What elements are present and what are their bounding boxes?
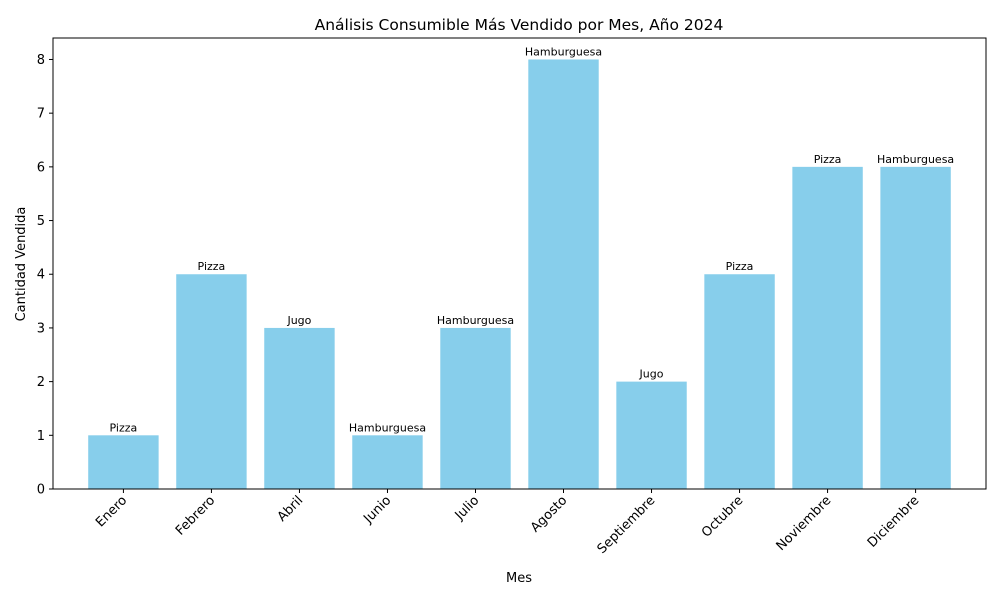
bar-data-label: Hamburguesa (877, 153, 954, 166)
x-tick-label: Septiembre (595, 493, 659, 557)
y-tick-label: 3 (37, 321, 45, 336)
bar (352, 435, 423, 489)
bar-data-label: Hamburguesa (349, 421, 426, 434)
y-tick-label: 2 (37, 375, 45, 390)
x-tick-label: Agosto (528, 493, 570, 535)
y-tick-label: 6 (37, 160, 45, 175)
y-tick-label: 1 (37, 429, 45, 444)
x-tick-label: Febrero (173, 493, 218, 538)
plot-area: Pizza Pizza Jugo Hamburguesa Hamburguesa Hamb… (37, 37, 987, 557)
bar-data-label: Hamburguesa (437, 314, 514, 327)
bar-data-label: Jugo (286, 314, 311, 327)
x-tick-label: Abril (275, 493, 307, 525)
bar (88, 435, 159, 489)
bar (792, 166, 863, 489)
bar (528, 59, 599, 489)
bar (264, 327, 335, 489)
y-tick-label: 4 (37, 268, 45, 283)
bar (880, 166, 951, 489)
y-tick-label: 8 (37, 53, 45, 68)
bar-data-label: Pizza (814, 153, 842, 166)
bar-data-label: Pizza (110, 421, 138, 434)
y-tick-label: 0 (37, 483, 45, 498)
x-tick-label: Diciembre (865, 493, 923, 551)
x-tick-label: Julio (452, 493, 483, 524)
bar-data-label: Hamburguesa (525, 45, 602, 58)
bar-data-label: Pizza (198, 260, 226, 273)
x-tick-label: Junio (360, 493, 394, 527)
bar-data-label: Pizza (726, 260, 754, 273)
axes-frame (52, 37, 987, 490)
bar (176, 274, 247, 489)
x-tick-label: Enero (93, 493, 130, 530)
y-tick-label: 5 (37, 214, 45, 229)
y-tick-label: 7 (37, 107, 45, 122)
x-tick-label: Noviembre (774, 493, 835, 554)
y-axis-label: Cantidad Vendida (14, 207, 29, 322)
bar-data-label: Jugo (639, 368, 664, 381)
chart-title: Análisis Consumible Más Vendido por Mes,… (315, 16, 724, 34)
x-tick-label: Octubre (699, 493, 746, 540)
x-axis-label: Mes (506, 571, 532, 586)
bar (616, 381, 687, 489)
bar (440, 327, 511, 489)
bar (704, 274, 775, 489)
